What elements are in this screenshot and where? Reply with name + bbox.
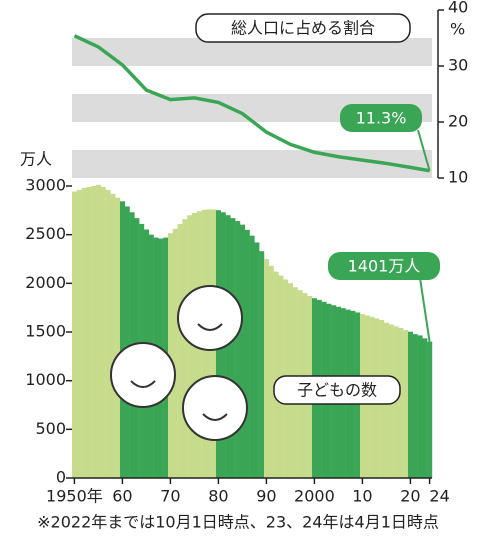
bars [72, 185, 432, 478]
x-tick-label: 10 [352, 487, 372, 506]
bar [245, 230, 250, 478]
chart-title: 総人口に占める割合 [231, 19, 375, 38]
bar [96, 185, 101, 478]
bar [77, 190, 82, 478]
bar [259, 251, 264, 478]
y-tick-label: 10 [448, 168, 468, 187]
x-tick-label: 1950年 [46, 487, 103, 506]
y-tick-label: 1000 [25, 370, 66, 389]
x-tick-label: 60 [112, 487, 132, 506]
bar [182, 219, 187, 478]
series-title: 子どもの数 [297, 381, 377, 400]
bar [403, 330, 408, 478]
bar [413, 334, 418, 478]
bar [106, 190, 111, 478]
bar [274, 272, 279, 478]
y-tick-label: 500 [35, 419, 66, 438]
leader [420, 278, 430, 342]
bar [187, 215, 192, 478]
end-label: 1401万人 [348, 257, 421, 276]
bar [115, 198, 120, 478]
y-tick-label: 3000 [25, 176, 66, 195]
bar [101, 187, 106, 478]
x-tick-label: 90 [256, 487, 276, 506]
bar [408, 332, 413, 478]
y-tick-label: 0 [56, 468, 66, 487]
bar [91, 186, 96, 478]
bar [264, 259, 269, 478]
y-tick-label: 2500 [25, 224, 66, 243]
end-label: 11.3% [356, 109, 407, 128]
bar [72, 192, 77, 478]
x-tick-label: 80 [208, 487, 228, 506]
footnote: ※2022年までは10月1日時点、23、24年は4月1日時点 [37, 513, 439, 532]
bar [422, 338, 427, 478]
y-tick-label: 2000 [25, 273, 66, 292]
y-axis-label: 万人 [20, 150, 52, 169]
x-tick-label: 2000 [294, 487, 335, 506]
bar [398, 328, 403, 478]
y-tick-label: 20 [448, 112, 468, 131]
y-axis-label: % [450, 20, 465, 39]
bar [250, 236, 255, 478]
bar [418, 335, 423, 478]
bar [240, 225, 245, 478]
bar [173, 229, 178, 478]
bar [254, 242, 259, 478]
bar [235, 221, 240, 478]
bar [230, 218, 235, 478]
y-tick-label: 40 [448, 0, 468, 17]
bar [110, 194, 115, 478]
bar [82, 188, 87, 478]
bar [178, 224, 183, 478]
x-tick-label: 20 [400, 487, 420, 506]
bar [125, 206, 130, 478]
chart: 10 20 30 40% 総人口に占める割合 11.3% 0 500 1000 1500 2000 2… [0, 0, 483, 538]
x-tick-label: 24 [429, 487, 449, 506]
x-tick-label: 70 [160, 487, 180, 506]
y-tick-label: 30 [448, 56, 468, 75]
bar [427, 342, 432, 478]
y-tick-label: 1500 [25, 322, 66, 341]
bar [269, 266, 274, 478]
bar [120, 201, 125, 478]
bar [86, 187, 91, 478]
